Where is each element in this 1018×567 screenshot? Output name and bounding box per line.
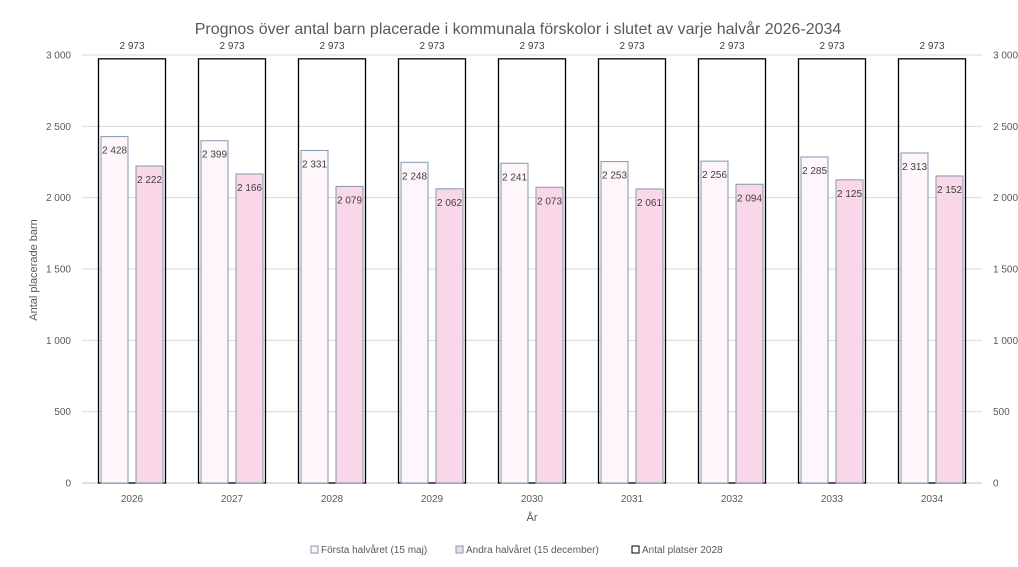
legend-swatch <box>631 545 640 554</box>
first-half-series <box>100 136 929 484</box>
bar-second-half <box>135 165 164 484</box>
data-label-first-half: 2 248 <box>402 171 427 182</box>
bar-places <box>697 58 767 484</box>
second-half-series <box>135 165 964 484</box>
bar-places <box>897 58 967 484</box>
data-label-first-half: 2 428 <box>102 146 127 157</box>
y-tick-label-right: 3 000 <box>993 51 1018 62</box>
x-tick-label: 2027 <box>221 494 244 505</box>
y-tick-label: 1 500 <box>46 265 71 276</box>
y-tick-label-right: 1 500 <box>993 265 1018 276</box>
data-label-second-half: 2 073 <box>537 196 562 207</box>
data-label-first-half: 2 285 <box>802 166 827 177</box>
bar-first-half <box>100 136 129 484</box>
bar-places <box>797 58 867 484</box>
data-label-second-half: 2 094 <box>737 193 762 204</box>
data-label-second-half: 2 062 <box>437 198 462 209</box>
data-label-places: 2 973 <box>919 41 944 52</box>
y-tick-label-right: 2 500 <box>993 122 1018 133</box>
data-label-second-half: 2 152 <box>937 185 962 196</box>
y-axis-left: 0 500 1 000 1 500 2 000 2 500 3 000 <box>46 51 71 490</box>
data-label-first-half: 2 399 <box>202 150 227 161</box>
bar-places <box>497 58 567 484</box>
legend-swatch <box>310 545 319 554</box>
data-label-second-half: 2 061 <box>637 198 662 209</box>
y-tick-label: 2 500 <box>46 122 71 133</box>
bar-second-half <box>735 183 764 484</box>
data-label-places: 2 973 <box>619 41 644 52</box>
data-label-places: 2 973 <box>119 41 144 52</box>
x-tick-label: 2030 <box>521 494 544 505</box>
data-label-places: 2 973 <box>519 41 544 52</box>
bar-places <box>597 58 667 484</box>
x-tick-label: 2034 <box>921 494 944 505</box>
y-tick-label: 1 000 <box>46 336 71 347</box>
y-tick-label-right: 500 <box>993 407 1010 418</box>
data-label-second-half: 2 222 <box>137 175 162 186</box>
bar-second-half <box>235 173 264 484</box>
data-label-places: 2 973 <box>819 41 844 52</box>
x-tick-label: 2026 <box>121 494 144 505</box>
data-labels: 2 973 2 428 2 222 2 973 2 399 2 166 2 973 2 331… <box>102 41 962 209</box>
bar-second-half <box>935 175 964 484</box>
bar-first-half <box>300 149 329 484</box>
bar-places <box>297 58 367 484</box>
chart-title: Prognos över antal barn placerade i komm… <box>195 20 842 38</box>
y-tick-label: 0 <box>65 479 71 490</box>
bar-first-half <box>400 161 429 484</box>
x-tick-label: 2032 <box>721 494 744 505</box>
x-axis-label: År <box>527 511 538 524</box>
data-label-second-half: 2 125 <box>837 189 862 200</box>
data-label-second-half: 2 079 <box>337 195 362 206</box>
legend: Första halvåret (15 maj) Andra halvåret (… <box>310 544 723 556</box>
bar-second-half <box>435 188 464 484</box>
bar-first-half <box>200 140 229 484</box>
y-axis-label: Antal placerade barn <box>28 219 40 321</box>
bar-first-half <box>800 156 829 484</box>
data-label-second-half: 2 166 <box>237 183 262 194</box>
bar-places <box>197 58 267 484</box>
y-axis-right: 0 500 1 000 1 500 2 000 2 500 3 000 <box>993 51 1018 490</box>
bar-first-half <box>500 162 529 484</box>
y-tick-label: 500 <box>54 407 71 418</box>
data-label-places: 2 973 <box>319 41 344 52</box>
data-label-first-half: 2 253 <box>602 171 627 182</box>
legend-label: Antal platser 2028 <box>642 545 723 556</box>
y-tick-label-right: 1 000 <box>993 336 1018 347</box>
x-tick-label: 2028 <box>321 494 344 505</box>
gridlines <box>82 54 982 484</box>
data-label-first-half: 2 241 <box>502 172 527 183</box>
bar-second-half <box>535 186 564 484</box>
x-tick-label: 2029 <box>421 494 444 505</box>
y-tick-label: 3 000 <box>46 51 71 62</box>
data-label-places: 2 973 <box>719 41 744 52</box>
bar-first-half <box>600 161 629 484</box>
x-tick-label: 2031 <box>621 494 644 505</box>
bar-second-half <box>335 185 364 484</box>
bar-second-half <box>835 179 864 484</box>
bar-first-half <box>700 160 729 484</box>
data-label-first-half: 2 331 <box>302 159 327 170</box>
bar-first-half <box>900 152 929 484</box>
x-tick-label: 2033 <box>821 494 844 505</box>
x-axis: 2026 2027 2028 2029 2030 2031 2032 2033 2034 <box>121 494 944 505</box>
data-label-places: 2 973 <box>219 41 244 52</box>
data-label-first-half: 2 256 <box>702 170 727 181</box>
y-tick-label-right: 2 000 <box>993 193 1018 204</box>
y-tick-label: 2 000 <box>46 193 71 204</box>
y-tick-label-right: 0 <box>993 479 999 490</box>
bar-places <box>97 58 167 484</box>
legend-label: Första halvåret (15 maj) <box>321 544 427 556</box>
legend-label: Andra halvåret (15 december) <box>466 544 599 556</box>
data-label-first-half: 2 313 <box>902 162 927 173</box>
legend-swatch <box>455 545 464 554</box>
bar-second-half <box>635 188 664 484</box>
bar-places <box>397 58 467 484</box>
places-series <box>97 58 967 484</box>
data-label-places: 2 973 <box>419 41 444 52</box>
